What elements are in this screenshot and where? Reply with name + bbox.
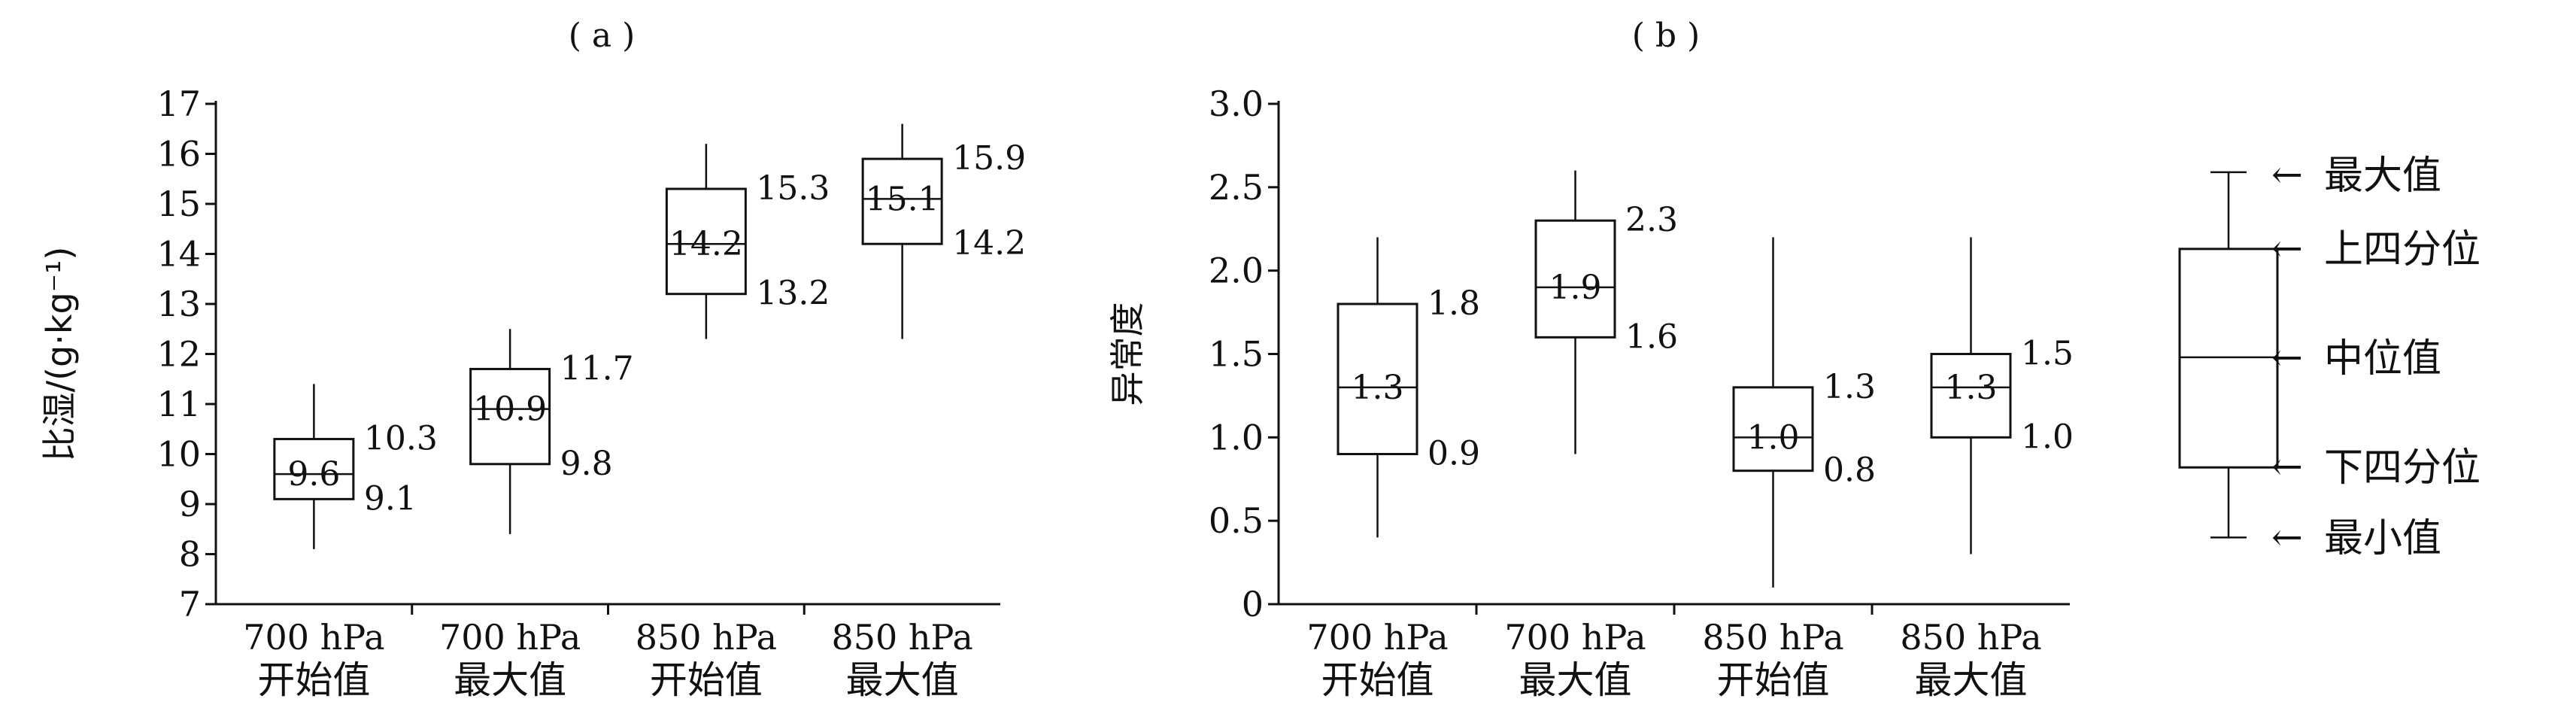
y-tick-label: 2.5 [1209, 167, 1264, 208]
q3-label: 1.3 [1823, 368, 1876, 406]
y-tick-label: 10 [156, 434, 201, 475]
y-tick-label: 3.0 [1209, 84, 1264, 124]
y-tick-label: 0 [1242, 584, 1264, 624]
y-tick-label: 9 [179, 484, 201, 524]
legend-label-q3: 上四分位 [2324, 227, 2480, 272]
legend-arrow-icon: ← [2271, 226, 2303, 270]
q1-label: 9.1 [364, 479, 417, 518]
median-label: 14.2 [669, 225, 743, 263]
legend-arrow-icon: ← [2271, 336, 2303, 379]
panel-a: ( a ) 7 8 9 10 11 12 13 14 15 16 17 比湿/(g·kg⁻¹) 700 h… [39, 17, 1026, 702]
q3-label: 10.3 [364, 420, 438, 458]
box-plot: 10.9 11.7 9.8 [469, 329, 634, 534]
iqr-box [665, 187, 747, 296]
box-plot: 1.0 1.3 0.8 [1732, 237, 1876, 588]
y-tick-label: 17 [156, 84, 201, 124]
chart-title: ( a ) [569, 17, 636, 55]
median-label: 9.6 [287, 455, 340, 494]
x-tick-label-line2: 开始值 [650, 658, 763, 702]
iqr-box [469, 367, 551, 466]
x-tick-label-line1: 700 hPa [243, 617, 384, 658]
median-label: 10.9 [473, 390, 547, 429]
box-plot: 15.1 15.9 14.2 [861, 123, 1026, 339]
x-tick-label-line1: 700 hPa [1504, 617, 1646, 658]
q1-label: 1.6 [1625, 318, 1678, 356]
y-tick-label: 1.5 [1209, 334, 1264, 375]
x-tick-label-line2: 最大值 [1915, 658, 2028, 702]
q1-label: 9.8 [560, 445, 613, 483]
q3-label: 1.5 [2021, 335, 2074, 373]
median-label: 1.9 [1549, 269, 1602, 307]
legend-arrow-icon: ← [2271, 445, 2303, 488]
iqr-box [273, 438, 355, 500]
x-tick-label-line2: 开始值 [1321, 658, 1434, 702]
q3-label: 1.8 [1428, 284, 1480, 323]
legend: ← 最大值 ← 上四分位 ← 中位值 ← 下四分位 ← 最小值 [2178, 153, 2480, 561]
y-tick-label: 14 [156, 234, 201, 275]
legend-label-median: 中位值 [2324, 336, 2441, 381]
y-tick-label: 8 [179, 534, 201, 575]
q3-label: 15.9 [952, 139, 1026, 178]
legend-label-min: 最小值 [2324, 516, 2441, 561]
legend-arrow-icon: ← [2271, 153, 2303, 196]
q1-label: 14.2 [952, 224, 1026, 263]
iqr-box [1337, 302, 1418, 455]
y-axis-title: 异常度 [1107, 302, 1148, 406]
q1-label: 0.8 [1823, 451, 1876, 490]
y-tick-label: 0.5 [1209, 500, 1264, 541]
iqr-box [861, 157, 943, 245]
q3-label: 2.3 [1625, 201, 1678, 239]
iqr-box [1930, 353, 2012, 439]
box-plot: 9.6 10.3 9.1 [273, 384, 438, 549]
iqr-box [1732, 386, 1814, 472]
x-tick-label-line1: 850 hPa [831, 617, 972, 658]
median-label: 1.0 [1747, 418, 1800, 457]
median-label: 15.1 [866, 180, 939, 218]
y-tick-label: 1.0 [1209, 417, 1264, 457]
q1-label: 1.0 [2021, 418, 2074, 456]
x-tick-label-line1: 700 hPa [1306, 617, 1448, 658]
x-tick-label-line1: 700 hPa [439, 617, 581, 658]
box-plot: 1.3 1.8 0.9 [1337, 237, 1480, 538]
q1-label: 13.2 [756, 275, 830, 313]
x-tick-label-line2: 最大值 [1519, 658, 1632, 702]
chart-title: ( b ) [1632, 17, 1700, 55]
q3-label: 11.7 [560, 349, 634, 387]
x-tick-label-line1: 850 hPa [1900, 617, 2041, 658]
legend-arrow-icon: ← [2271, 515, 2303, 559]
y-tick-label: 15 [156, 184, 201, 224]
legend-label-q1: 下四分位 [2324, 445, 2480, 491]
box-plot: 1.3 1.5 1.0 [1930, 237, 2074, 555]
x-tick-label-line2: 开始值 [1717, 658, 1830, 702]
x-tick-label-line1: 850 hPa [636, 617, 777, 658]
y-axis-title: 比湿/(g·kg⁻¹) [39, 247, 80, 462]
box-plot: 1.9 2.3 1.6 [1534, 170, 1678, 454]
iqr-box [1534, 219, 1616, 339]
x-tick-label-line1: 850 hPa [1702, 617, 1843, 658]
x-tick-label-line2: 最大值 [454, 658, 566, 702]
x-tick-label-line2: 开始值 [257, 658, 370, 702]
y-tick-label: 11 [156, 384, 201, 424]
y-tick-label: 7 [179, 584, 201, 624]
y-tick-label: 12 [156, 334, 201, 375]
legend-label-max: 最大值 [2324, 153, 2441, 199]
q3-label: 15.3 [756, 169, 830, 208]
median-label: 1.3 [1945, 369, 1998, 407]
y-tick-label: 13 [156, 284, 201, 324]
box-plot: 14.2 15.3 13.2 [665, 144, 830, 339]
q1-label: 0.9 [1428, 435, 1480, 473]
x-tick-label-line2: 最大值 [846, 658, 959, 702]
y-tick-label: 16 [156, 134, 201, 175]
median-label: 1.3 [1352, 369, 1404, 407]
y-tick-label: 2.0 [1209, 251, 1264, 291]
